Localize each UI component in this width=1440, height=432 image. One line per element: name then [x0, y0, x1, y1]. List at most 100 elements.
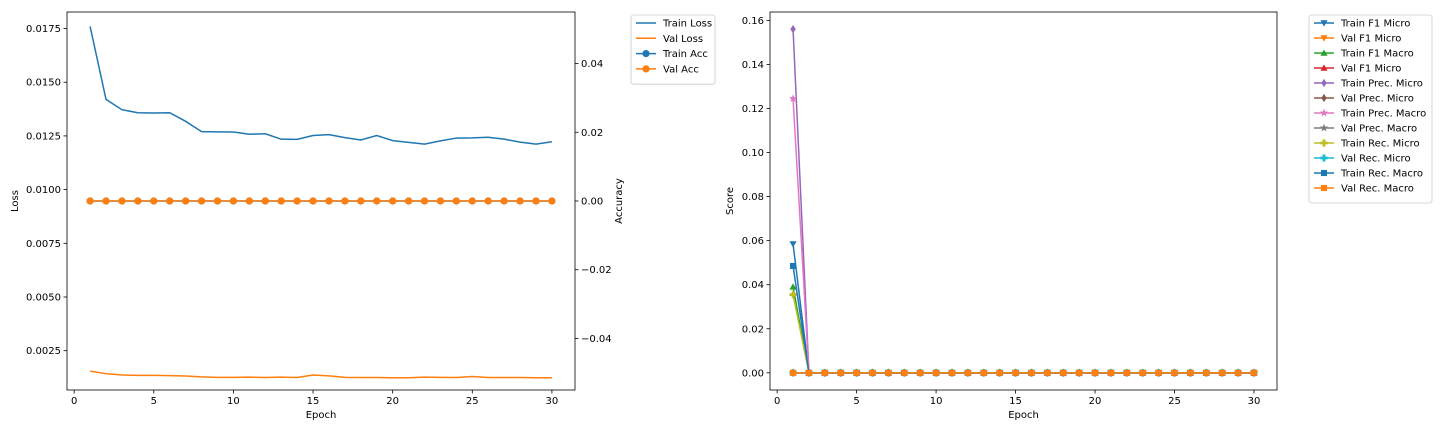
- y-tick-label: 0.0100: [26, 185, 61, 196]
- y-tick-label: 0.08: [742, 192, 764, 203]
- data-point-val-rec-macro-26: [1187, 369, 1194, 376]
- data-point-val-acc-23: [436, 197, 445, 205]
- data-point-val-acc-9: [213, 197, 222, 205]
- series-line-val-loss: [89, 370, 552, 379]
- y-tick-label: 0.0125: [26, 131, 61, 142]
- legend-item: Train Rec. Macro: [1314, 169, 1423, 180]
- legend-label: Val Prec. Macro: [1341, 124, 1417, 135]
- data-point-val-acc-13: [277, 197, 285, 205]
- x-tick-label: 5: [151, 396, 157, 407]
- x-tick-label: 5: [853, 396, 859, 407]
- plot-area: [86, 26, 556, 379]
- series-train-f1-micro: [789, 241, 1258, 377]
- y2-tick-label: 0.02: [581, 128, 603, 139]
- data-point-train-rec-micro-1: [789, 291, 797, 299]
- x-tick-label: 20: [386, 396, 399, 407]
- legend-item: Train Prec. Micro: [1314, 79, 1423, 90]
- legend-label: Val Prec. Micro: [1341, 94, 1414, 105]
- data-point-val-rec-macro-12: [964, 369, 971, 376]
- legend-marker: [1321, 78, 1327, 88]
- data-point-val-acc-6: [166, 197, 174, 205]
- data-point-val-acc-29: [532, 197, 540, 205]
- x-tick-label: 0: [71, 396, 77, 407]
- data-point-val-acc-28: [516, 197, 524, 205]
- series-line-train-loss: [89, 26, 553, 145]
- data-point-val-acc-14: [293, 197, 301, 205]
- data-point-val-acc-20: [389, 197, 397, 205]
- legend: Train F1 Micro Val F1 Micro Train F1 Macro…: [1308, 14, 1433, 204]
- data-point-val-rec-macro-18: [1060, 369, 1067, 376]
- x-tick-label: 10: [227, 396, 240, 407]
- series-line-train-f1-macro: [792, 286, 1254, 374]
- legend-item: Train F1 Macro: [1314, 49, 1414, 60]
- y-tick-label: 0.16: [742, 16, 764, 27]
- x-axis-label: Epoch: [1008, 410, 1039, 421]
- data-point-val-rec-macro-3: [821, 369, 828, 376]
- data-point-val-acc-11: [245, 197, 253, 205]
- legend-label: Val F1 Micro: [1341, 64, 1401, 75]
- legend-label: Val Acc: [663, 64, 699, 75]
- legend-label: Train Rec. Micro: [1340, 139, 1420, 150]
- x-tick-label: 15: [307, 396, 320, 407]
- data-point-val-acc-17: [341, 197, 349, 205]
- axes-frame: [769, 11, 1278, 391]
- legend-marker: [1320, 35, 1328, 42]
- y2-tick-label: −0.02: [581, 265, 612, 276]
- y-tick-label: 0.0175: [26, 24, 61, 35]
- legend-item: Train Acc: [636, 49, 708, 60]
- data-point-val-acc-3: [118, 197, 126, 205]
- legend-marker: [642, 50, 650, 58]
- data-point-val-rec-macro-21: [1107, 369, 1114, 376]
- data-point-val-rec-macro-15: [1012, 369, 1019, 376]
- data-point-val-rec-macro-13: [980, 369, 987, 376]
- legend-marker: [1320, 154, 1328, 162]
- data-point-val-acc-19: [373, 197, 381, 205]
- data-point-val-rec-macro-29: [1235, 369, 1242, 376]
- data-point-train-rec-macro-1: [789, 262, 797, 270]
- series-line-train-prec-macro: [792, 98, 1254, 374]
- plot-area: [788, 25, 1259, 377]
- x-tick-label: 15: [1009, 396, 1022, 407]
- series-train-prec-micro: [790, 25, 1257, 377]
- x-tick-label: 10: [930, 396, 943, 407]
- y-tick-label: 0.0025: [26, 346, 61, 357]
- legend-box: [1308, 14, 1433, 204]
- legend-marker: [1320, 184, 1328, 192]
- series-line-train-rec-micro: [792, 294, 1254, 374]
- data-point-val-acc-24: [452, 197, 460, 205]
- data-point-val-rec-macro-23: [1139, 369, 1146, 376]
- data-point-val-rec-macro-8: [901, 369, 908, 376]
- y-tick-label: 0.06: [742, 236, 764, 247]
- legend-item: Val Loss: [636, 34, 703, 45]
- data-point-train-prec-micro-1: [790, 25, 796, 34]
- data-point-val-rec-macro-9: [917, 369, 924, 376]
- data-point-val-acc-2: [102, 197, 110, 205]
- legend-label: Train Prec. Macro: [1340, 109, 1426, 120]
- data-point-val-rec-macro-5: [853, 369, 860, 376]
- series-val-rec-macro: [789, 369, 1258, 376]
- y-axis-label: Loss: [10, 190, 21, 212]
- legend-item: Val Prec. Macro: [1314, 124, 1417, 135]
- legend-item: Train Loss: [636, 19, 712, 30]
- data-point-val-acc-5: [150, 197, 158, 205]
- legend-label: Train Loss: [662, 19, 712, 30]
- data-point-train-prec-macro-1: [788, 94, 798, 103]
- legend-marker: [1320, 64, 1328, 71]
- legend-item: Train F1 Micro: [1314, 19, 1410, 30]
- data-point-val-acc-18: [357, 197, 365, 205]
- y-tick-label: 0.00: [742, 368, 764, 379]
- y2-tick-label: 0.00: [581, 197, 603, 208]
- data-point-val-acc-7: [182, 197, 190, 205]
- legend-marker: [1320, 49, 1328, 56]
- legend-item: Train Prec. Macro: [1314, 109, 1426, 120]
- data-point-val-acc-15: [309, 197, 317, 205]
- data-point-val-rec-macro-1: [789, 369, 797, 376]
- legend: Train Loss Val Loss Train Acc Val Acc: [630, 14, 716, 85]
- series-train-prec-macro: [788, 94, 1259, 377]
- series-line-train-f1-micro: [792, 243, 1254, 374]
- series-train-f1-macro: [789, 283, 1258, 376]
- legend-label: Val F1 Micro: [1341, 34, 1401, 45]
- x-tick-label: 0: [774, 396, 780, 407]
- legend-item: Val Rec. Macro: [1314, 184, 1414, 195]
